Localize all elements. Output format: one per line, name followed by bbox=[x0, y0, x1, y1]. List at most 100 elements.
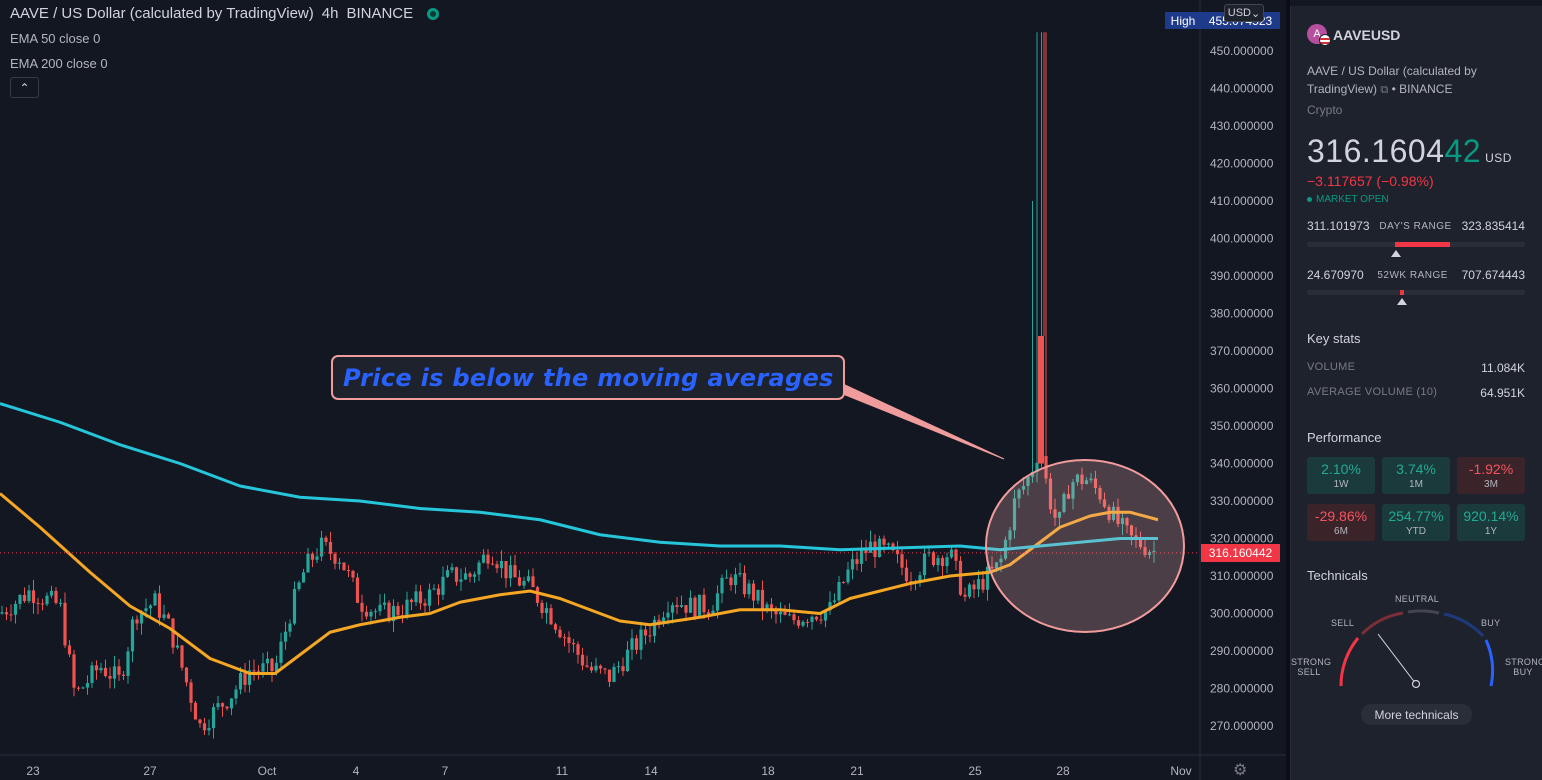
candle-body bbox=[247, 670, 252, 685]
currency-button[interactable]: USD ⌄ bbox=[1224, 4, 1264, 22]
candle-body bbox=[558, 629, 562, 638]
perf-ytd[interactable]: 254.77% YTD bbox=[1382, 504, 1450, 541]
price-tick-label: 350.000000 bbox=[1210, 419, 1274, 433]
candle-body bbox=[1053, 509, 1057, 518]
candle-body bbox=[679, 605, 684, 607]
days-range-bar bbox=[1307, 242, 1525, 247]
candle-body bbox=[603, 668, 607, 670]
candle-body bbox=[31, 590, 36, 603]
candle-body bbox=[180, 645, 184, 668]
candle-body bbox=[958, 560, 963, 595]
candle-body bbox=[855, 559, 859, 564]
candle-body bbox=[792, 614, 796, 621]
candle-body bbox=[967, 584, 972, 597]
time-tick-label: 21 bbox=[850, 764, 864, 778]
candle-body bbox=[171, 618, 175, 648]
perf-1y[interactable]: 920.14% 1Y bbox=[1457, 504, 1525, 541]
candle-body bbox=[499, 561, 504, 569]
52wk-range-labels: 24.670970 52WK RANGE 707.674443 bbox=[1307, 268, 1525, 282]
candle-body bbox=[67, 645, 72, 655]
candle-body bbox=[63, 602, 67, 646]
price-tick-label: 430.000000 bbox=[1210, 119, 1274, 133]
candle-body bbox=[796, 620, 801, 626]
candle-body bbox=[1035, 462, 1039, 472]
technicals-gauge bbox=[1339, 609, 1495, 689]
annotation-callout[interactable]: Price is below the moving averages bbox=[331, 355, 845, 400]
candle-body bbox=[486, 554, 490, 564]
candle-body bbox=[445, 570, 450, 577]
price-tick-label: 320.000000 bbox=[1210, 532, 1274, 546]
pane-divider[interactable] bbox=[1286, 0, 1290, 780]
candle-body bbox=[1026, 476, 1030, 487]
candle-body bbox=[441, 576, 445, 595]
more-technicals-button[interactable]: More technicals bbox=[1361, 704, 1472, 725]
candle-body bbox=[0, 612, 4, 614]
chart-pane[interactable]: 450.000000 440.000000 430.000000 420.000000… bbox=[0, 0, 1286, 780]
price-tick-label: 300.000000 bbox=[1210, 607, 1274, 621]
candle-body bbox=[540, 602, 544, 613]
candle-body bbox=[738, 572, 742, 575]
price-change: −3.117657 (−0.98%) bbox=[1307, 173, 1434, 189]
candle-body bbox=[648, 635, 652, 637]
indicator-ema50-label[interactable]: EMA 50 close 0 bbox=[10, 31, 101, 46]
candle-body bbox=[103, 667, 108, 677]
perf-3m[interactable]: -1.92% 3M bbox=[1457, 457, 1525, 494]
price-chart[interactable]: 450.000000 440.000000 430.000000 420.000000… bbox=[0, 0, 1286, 780]
candle-body bbox=[1048, 478, 1053, 510]
symbol-name[interactable]: AAVEUSD bbox=[1333, 27, 1401, 43]
candle-body bbox=[216, 703, 220, 708]
price-tick-label: 290.000000 bbox=[1210, 644, 1274, 658]
price-tick-label: 400.000000 bbox=[1210, 232, 1274, 246]
candle-body bbox=[265, 658, 270, 664]
candle-body bbox=[963, 594, 967, 597]
candle-body bbox=[688, 597, 693, 613]
candle-body bbox=[598, 665, 603, 669]
perf-6m[interactable]: -29.86% 6M bbox=[1307, 504, 1375, 541]
candle-body bbox=[787, 614, 792, 616]
price-tick-label: 390.000000 bbox=[1210, 269, 1274, 283]
candle-body bbox=[54, 590, 58, 603]
perf-1m[interactable]: 3.74% 1M bbox=[1382, 457, 1450, 494]
candle-body bbox=[1089, 478, 1093, 481]
candle-body bbox=[175, 645, 180, 648]
candle-body bbox=[459, 579, 463, 582]
candle-body bbox=[756, 589, 760, 601]
candle-body bbox=[976, 579, 981, 590]
price-tick-label: 370.000000 bbox=[1210, 344, 1274, 358]
candle-body bbox=[360, 602, 364, 612]
price-tick-label: 330.000000 bbox=[1210, 494, 1274, 508]
candle-body bbox=[1093, 478, 1098, 489]
time-tick-label: Nov bbox=[1170, 764, 1191, 778]
candle-body bbox=[225, 706, 229, 709]
collapse-indicators-button[interactable]: ⌃ bbox=[10, 77, 39, 98]
candle-body bbox=[481, 554, 486, 563]
time-tick-label: 25 bbox=[968, 764, 982, 778]
candle-body bbox=[432, 588, 436, 590]
candle-body bbox=[553, 624, 558, 630]
time-tick-label: 11 bbox=[556, 764, 569, 778]
candle-body bbox=[832, 600, 837, 603]
highlight-ellipse bbox=[985, 459, 1185, 633]
candle-body bbox=[409, 599, 414, 603]
candle-body bbox=[882, 538, 886, 545]
external-link-icon[interactable]: ⧉ bbox=[1380, 84, 1389, 96]
perf-1w[interactable]: 2.10% 1W bbox=[1307, 457, 1375, 494]
candle-body bbox=[364, 611, 369, 617]
candle-body bbox=[58, 602, 63, 604]
candle-body bbox=[130, 619, 135, 652]
candle-body bbox=[801, 621, 805, 626]
candle-body bbox=[868, 541, 873, 553]
price-tick-label: 380.000000 bbox=[1210, 307, 1274, 321]
indicator-ema200-label[interactable]: EMA 200 close 0 bbox=[10, 56, 108, 71]
candle-body bbox=[1098, 488, 1102, 500]
gear-icon[interactable]: ⚙ bbox=[1233, 762, 1248, 779]
candle-body bbox=[1012, 498, 1017, 531]
candle-body bbox=[1152, 550, 1156, 552]
candle-body bbox=[256, 670, 261, 672]
time-tick-label: 28 bbox=[1056, 764, 1070, 778]
candle-body bbox=[571, 642, 576, 645]
candle-body bbox=[378, 604, 382, 612]
time-tick-label: 23 bbox=[26, 764, 40, 778]
price-tick-label: 280.000000 bbox=[1210, 682, 1274, 696]
candle-body bbox=[1057, 511, 1062, 518]
